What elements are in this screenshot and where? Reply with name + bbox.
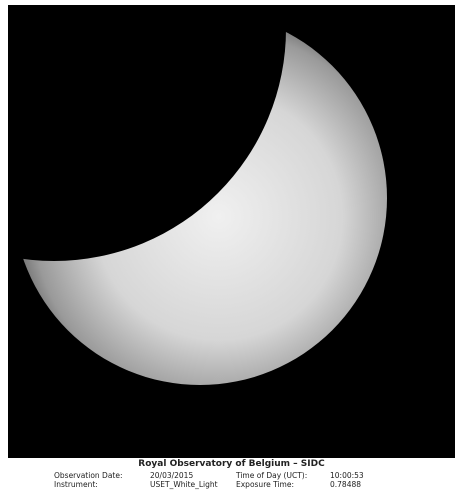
label: Instrument: <box>54 480 98 489</box>
value: 0.78488 <box>330 480 362 489</box>
label: Exposure Time: <box>236 480 294 489</box>
moon <box>8 5 286 261</box>
value: 10:00:53 <box>330 471 364 480</box>
caption-title: Royal Observatory of Belgium – SIDC <box>138 459 325 469</box>
value: USET_White_Light <box>150 480 218 489</box>
value: 20/03/2015 <box>150 471 194 480</box>
caption: Royal Observatory of Belgium – SIDC Obse… <box>8 458 455 490</box>
label: Time of Day (UCT): <box>236 471 308 480</box>
label: Observation Date: <box>54 471 123 480</box>
